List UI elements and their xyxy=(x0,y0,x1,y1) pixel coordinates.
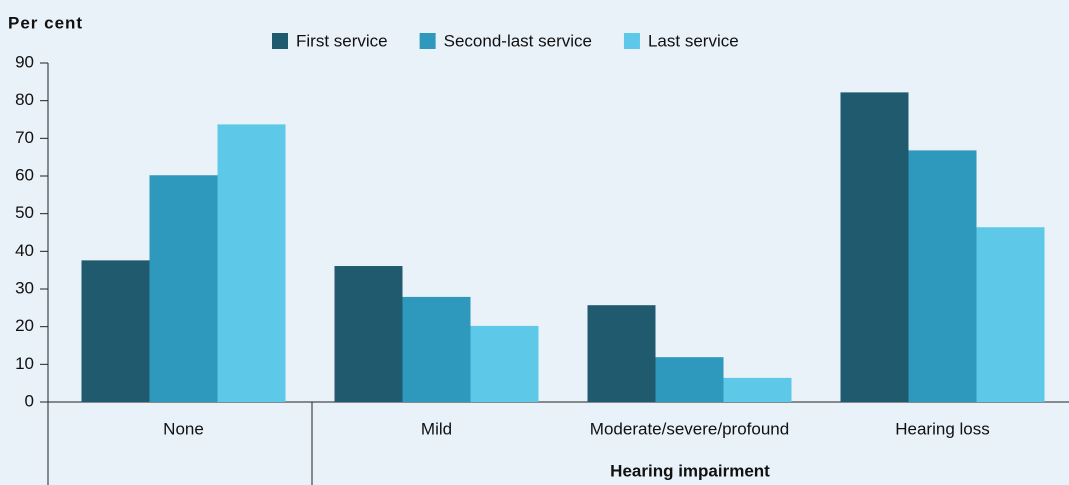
x-axis-label: Hearing impairment xyxy=(610,461,770,480)
bar xyxy=(840,92,909,402)
legend-swatch xyxy=(623,33,640,49)
bar xyxy=(334,266,403,402)
x-tick-label: Mild xyxy=(421,419,452,438)
y-tick-label: 80 xyxy=(15,90,34,109)
y-tick-label: 70 xyxy=(15,128,34,147)
y-tick-label: 50 xyxy=(15,203,34,222)
bar xyxy=(402,296,471,402)
bar xyxy=(587,305,656,402)
y-tick-label: 10 xyxy=(15,354,34,373)
bar xyxy=(470,325,539,402)
x-tick-label: Hearing loss xyxy=(895,419,990,438)
bar xyxy=(217,124,286,402)
bar xyxy=(655,357,724,402)
bar xyxy=(723,377,792,402)
legend-label: First service xyxy=(296,31,388,50)
bar xyxy=(908,150,977,402)
y-tick-label: 90 xyxy=(15,52,34,71)
y-tick-label: 0 xyxy=(25,391,34,410)
bar xyxy=(149,175,218,402)
legend-label: Second-last service xyxy=(444,31,592,50)
y-tick-label: 30 xyxy=(15,278,34,297)
x-tick-label: None xyxy=(163,419,204,438)
x-tick-label: Moderate/severe/profound xyxy=(590,419,789,438)
y-axis-label: Per cent xyxy=(8,13,83,32)
legend-label: Last service xyxy=(648,31,739,50)
bar xyxy=(81,260,150,402)
y-tick-label: 40 xyxy=(15,241,34,260)
y-tick-label: 60 xyxy=(15,165,34,184)
legend-swatch xyxy=(419,33,436,49)
bar xyxy=(976,227,1045,402)
y-tick-label: 20 xyxy=(15,316,34,335)
legend-swatch xyxy=(272,33,288,49)
